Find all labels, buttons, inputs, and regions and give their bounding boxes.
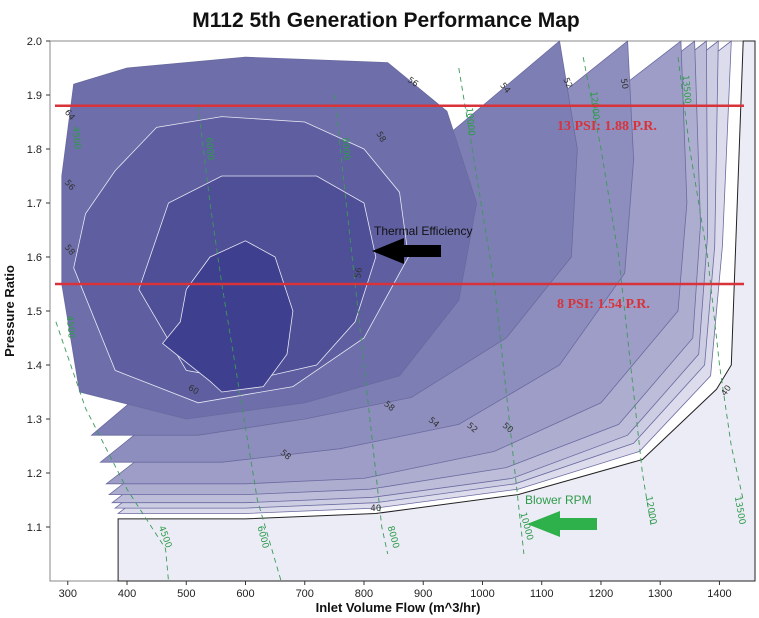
efficiency-contour-40 [117, 40, 756, 582]
rpm-label: 6000 [203, 137, 215, 161]
x-tick-label: 700 [296, 588, 314, 600]
rpm-line-8000 [333, 94, 389, 555]
y-tick-label: 2.0 [27, 36, 42, 48]
y-tick-label: 1.2 [27, 468, 42, 480]
thermal-efficiency-arrow-icon [372, 238, 441, 264]
y-tick-label: 1.5 [27, 306, 42, 318]
x-tick-label: 1300 [648, 588, 672, 600]
x-tick-label: 1000 [470, 588, 494, 600]
rpm-label: 4500 [70, 126, 82, 150]
blower-rpm-arrow-icon [527, 511, 597, 537]
x-tick-label: 500 [177, 588, 195, 600]
rpm-label: 8000 [339, 137, 351, 161]
contour-label: 56 [353, 267, 365, 279]
x-tick-label: 800 [355, 588, 373, 600]
contour-label: 60 [186, 383, 200, 397]
x-tick-label: 1400 [707, 588, 731, 600]
reference-lines: 13 PSI: 1.88 P.R. 8 PSI: 1.54 P.R. [55, 104, 744, 312]
rpm-line-13500 [677, 57, 744, 501]
y-tick-label: 1.7 [27, 198, 42, 210]
x-tick-label: 1100 [530, 588, 554, 600]
rpm-label: 10000 [463, 107, 475, 137]
x-tick-label: 600 [236, 588, 254, 600]
rpm-label: 13500 [732, 495, 747, 525]
y-tick-label: 1.6 [27, 252, 42, 264]
y-tick-label: 1.9 [27, 90, 42, 102]
reference-line-label: 8 PSI: 1.54 P.R. [557, 297, 650, 312]
y-tick-label: 1.4 [27, 360, 42, 372]
rpm-lines [55, 57, 744, 582]
y-axis: 1.1 1.2 1.3 1.4 1.5 1.6 1.7 1.8 1.9 2.0 [27, 36, 50, 534]
thermal-efficiency-annotation: Thermal Efficiency [374, 224, 472, 238]
rpm-label: 4500 [64, 315, 76, 339]
rpm-line-10000 [458, 67, 525, 555]
reference-line-label: 13 PSI: 1.88 P.R. [557, 119, 657, 134]
rpm-line-6000 [197, 105, 282, 582]
y-axis-label: Pressure Ratio [2, 265, 17, 357]
blower-rpm-annotation: Blower RPM [525, 493, 592, 507]
contour-label: 52 [560, 76, 574, 90]
y-tick-label: 1.3 [27, 414, 42, 426]
chart-title: M112 5th Generation Performance Map [192, 9, 579, 32]
y-tick-label: 1.8 [27, 144, 42, 156]
rpm-label: 13500 [680, 75, 692, 105]
x-tick-label: 300 [59, 588, 77, 600]
rpm-line-4500 [55, 321, 169, 582]
x-tick-label: 1200 [589, 588, 613, 600]
x-tick-label: 900 [414, 588, 432, 600]
x-tick-label: 400 [118, 588, 136, 600]
contour-label: 50 [618, 78, 630, 90]
rpm-label: 12000 [643, 495, 658, 525]
contour-label: 40 [370, 504, 381, 514]
contour-label: 58 [373, 130, 387, 144]
x-axis-label: Inlet Volume Flow (m^3/hr) [316, 600, 481, 615]
x-axis: 300 400 500 600 700 800 900 1000 1100 1200 1300 140… [59, 581, 732, 600]
y-tick-label: 1.1 [27, 522, 42, 534]
